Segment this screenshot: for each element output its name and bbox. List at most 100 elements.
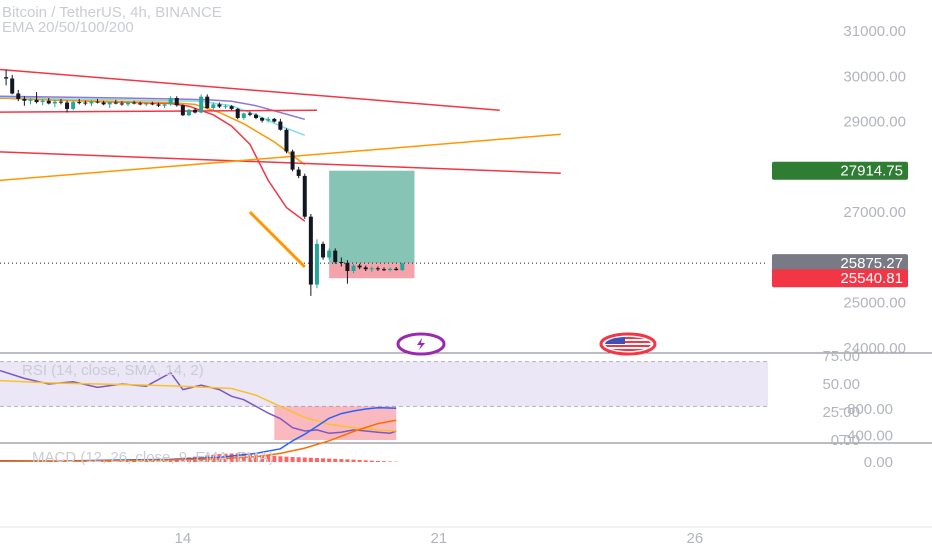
us-flag-icon[interactable] (599, 332, 657, 356)
candle-body (296, 169, 301, 176)
candle-body (150, 103, 155, 105)
candle-body (241, 113, 246, 118)
macd-histogram-bar (296, 457, 301, 462)
candle-body (22, 98, 27, 101)
candle-body (388, 268, 393, 271)
candle-body (16, 93, 21, 99)
macd-histogram-bar (339, 459, 344, 462)
candle-body (260, 117, 265, 121)
macd-histogram-bar (388, 461, 393, 462)
macd-histogram-bar (138, 460, 143, 462)
macd-histogram-bar (345, 459, 350, 462)
marker-layer (396, 332, 657, 356)
candle-body (357, 265, 362, 268)
candle-body (223, 106, 228, 108)
candle-body (132, 102, 137, 104)
candle-body (71, 102, 76, 109)
candle-body (83, 102, 88, 104)
candle-body (327, 250, 332, 258)
candle-body (363, 267, 368, 270)
macd-histogram-bar (369, 460, 374, 462)
rsi-line (0, 369, 397, 435)
candle-body (174, 98, 179, 106)
macd-histogram-bar (119, 460, 124, 462)
macd-histogram-bar (272, 455, 277, 462)
price-tag-label: 27914.75 (840, 163, 903, 180)
candle-body (58, 101, 63, 103)
price-tick-label: 25000.00 (843, 295, 906, 312)
macd-histogram-bar (375, 460, 380, 462)
macd-histogram-bar (247, 453, 252, 462)
candle-body (278, 121, 283, 130)
candle-body (89, 101, 94, 104)
header-layer: Bitcoin / TetherUS, 4h, BINANCE EMA 20/5… (2, 4, 222, 36)
candle-body (113, 102, 118, 104)
candle-body (119, 103, 124, 105)
time-tick-label: 21 (431, 530, 448, 547)
take-profit-zone[interactable] (329, 170, 415, 264)
candle-body (52, 101, 57, 104)
candle-body (321, 243, 326, 258)
price-tag[interactable] (772, 161, 908, 180)
rsi-tick-label: 0.00 (831, 432, 860, 449)
macd-histogram-bar (266, 455, 271, 462)
price-tick-label: 31000.00 (843, 23, 906, 40)
candle-body (138, 103, 143, 105)
candle-body (168, 98, 173, 105)
macd-histogram-bar (363, 460, 368, 462)
price-tick-label: 27000.00 (843, 204, 906, 221)
candle-body (156, 104, 161, 106)
candle-body (375, 268, 380, 270)
candle-body (314, 243, 319, 285)
candle-body (46, 100, 51, 104)
candle-body (186, 109, 191, 116)
trend-line (0, 151, 561, 174)
candle-body (95, 101, 100, 103)
candle-body (4, 77, 9, 79)
rsi-tick-label: 25.00 (822, 404, 860, 421)
macd-histogram-bar (302, 457, 307, 462)
candle-body (302, 175, 307, 217)
candle-body (144, 103, 149, 105)
macd-histogram-bar (278, 456, 283, 462)
macd-histogram-bar (327, 458, 332, 462)
rsi-oversold-fill (274, 406, 397, 440)
macd-tick-label: −800.00 (838, 401, 893, 418)
macd-histogram-bar (254, 454, 258, 462)
candle-body (28, 99, 33, 101)
candle-body (382, 269, 386, 271)
rsi-tick-label: 50.00 (822, 376, 860, 393)
price-tick-label: 24000.00 (843, 340, 906, 357)
macd-histogram-bar (260, 455, 265, 462)
candle-body (211, 104, 216, 108)
macd-histogram-bar (144, 460, 149, 462)
candle-body (351, 265, 356, 272)
trend-line (0, 68, 500, 112)
rsi-ma-line (0, 379, 397, 432)
candle-body (180, 105, 185, 116)
candle-body (266, 118, 271, 121)
macd-histogram-bar (284, 456, 289, 462)
lightning-icon[interactable] (396, 332, 446, 356)
candle-body (333, 250, 338, 262)
candle-body (400, 263, 405, 271)
candle-body (101, 102, 106, 105)
macd-tick-label: 0.00 (864, 454, 893, 471)
macd-histogram-bar (132, 460, 137, 462)
candle-body (284, 129, 289, 152)
candle-body (345, 262, 350, 272)
price-tag[interactable] (772, 254, 908, 273)
candle-body (205, 96, 210, 108)
candle-body (10, 78, 15, 94)
candle-body (339, 261, 344, 263)
price-tag[interactable] (772, 269, 908, 288)
candle-body (77, 102, 82, 104)
candle-body (235, 108, 240, 118)
candle-body (162, 104, 167, 106)
chart-title: Bitcoin / TetherUS, 4h, BINANCE (2, 4, 222, 21)
candle-body (254, 114, 258, 118)
price-tick-label: 30000.00 (843, 68, 906, 85)
macd-signal-line (0, 419, 397, 463)
